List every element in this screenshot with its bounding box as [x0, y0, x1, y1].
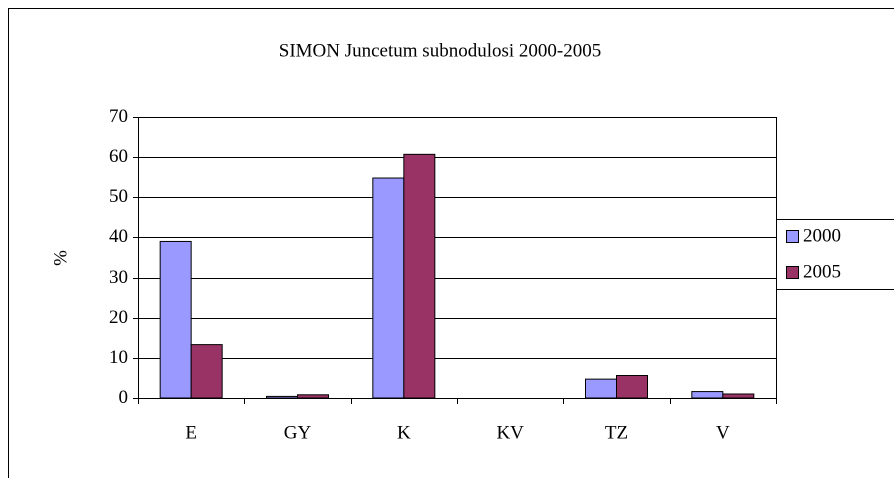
y-tick-label: 60: [109, 146, 128, 167]
chart-frame: [8, 8, 894, 478]
bar: [403, 153, 436, 399]
y-tick-label: 40: [109, 226, 128, 247]
y-tick-label: 70: [109, 106, 128, 127]
bar: [190, 344, 223, 399]
legend-swatch: [786, 266, 799, 279]
legend-swatch: [786, 230, 799, 243]
bar: [159, 240, 192, 399]
bar: [616, 375, 648, 399]
y-tick-label: 0: [119, 387, 129, 408]
y-tick-label: 20: [109, 307, 128, 328]
bar: [297, 394, 329, 399]
legend-label: 2005: [803, 261, 841, 282]
bar: [372, 177, 405, 399]
y-tick-label: 30: [109, 267, 128, 288]
chart-title: SIMON Juncetum subnodulosi 2000-2005: [279, 40, 601, 61]
x-tick-label: TZ: [605, 422, 628, 443]
bar: [691, 391, 724, 399]
bar: [722, 393, 755, 399]
x-tick-label: GY: [284, 422, 312, 443]
bar: [585, 378, 617, 399]
legend-label: 2000: [803, 225, 841, 246]
y-tick-label: 10: [109, 347, 128, 368]
x-tick-label: KV: [496, 422, 524, 443]
x-tick-label: E: [185, 422, 197, 443]
x-tick-label: K: [397, 422, 411, 443]
x-tick-label: V: [716, 422, 730, 443]
y-axis-label: %: [50, 250, 71, 266]
y-tick-label: 50: [109, 186, 128, 207]
bar: [266, 395, 298, 399]
